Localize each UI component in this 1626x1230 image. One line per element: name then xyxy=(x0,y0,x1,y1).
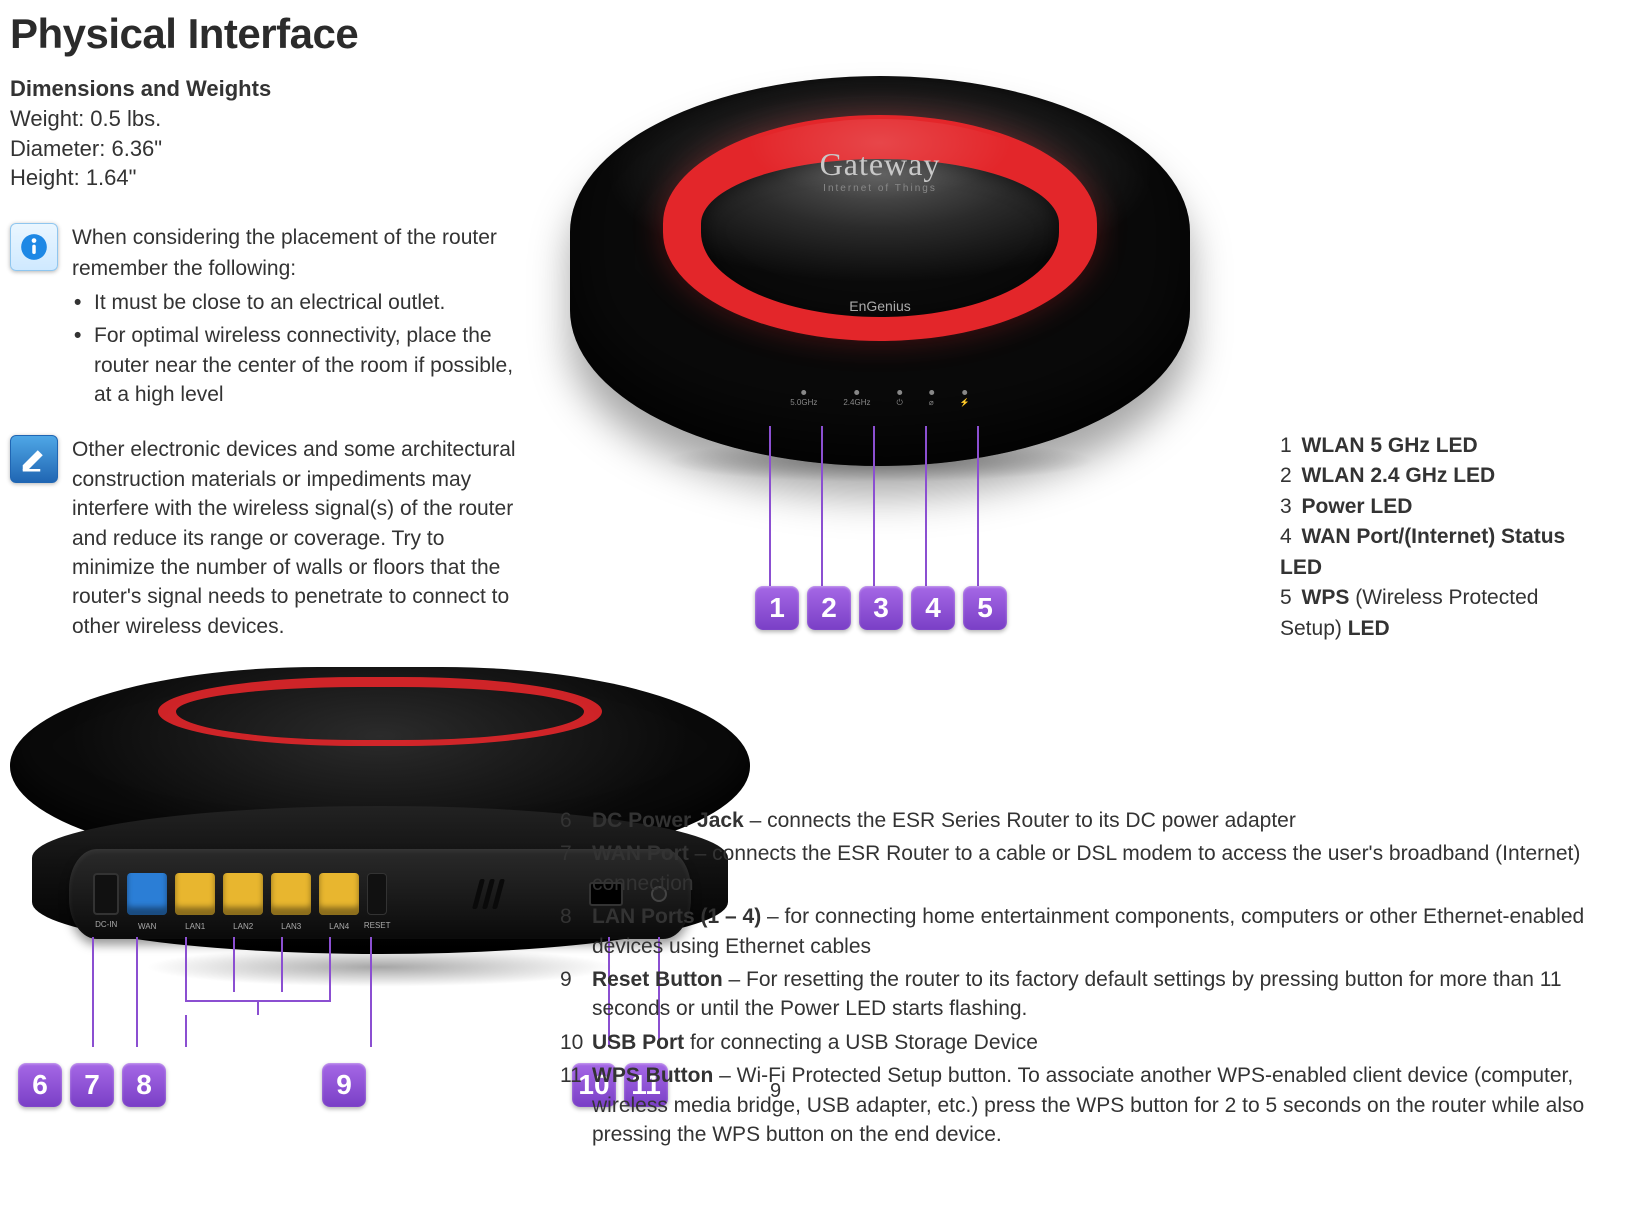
note-text: Other electronic devices and some archit… xyxy=(72,435,520,641)
info-bullet-2: For optimal wireless connectivity, place… xyxy=(94,321,520,409)
vents-icon xyxy=(476,879,501,909)
note-icon xyxy=(10,435,58,483)
device-top-illustration: Gateway Internet of Things EnGenius 5.0G… xyxy=(570,76,1190,506)
lan-port-1: LAN1 xyxy=(175,873,215,915)
dims-weight: Weight: 0.5 lbs. xyxy=(10,104,520,134)
badge-8: 8 xyxy=(122,1063,166,1107)
badge-6: 6 xyxy=(18,1063,62,1107)
lan-port-4: LAN4 xyxy=(319,873,359,915)
lan-port-2: LAN2 xyxy=(223,873,263,915)
dims-heading: Dimensions and Weights xyxy=(10,76,520,102)
badge-7: 7 xyxy=(70,1063,114,1107)
badge-9: 9 xyxy=(322,1063,366,1107)
badge-2: 2 xyxy=(807,586,851,630)
right-column: Gateway Internet of Things EnGenius 5.0G… xyxy=(560,76,1596,1153)
dc-power-jack: DC-IN xyxy=(93,873,119,915)
reset-button-port: RESET xyxy=(367,873,387,915)
dims-height: Height: 1.64" xyxy=(10,163,520,193)
info-line2: remember the following: xyxy=(72,254,520,283)
left-column: Dimensions and Weights Weight: 0.5 lbs. … xyxy=(10,76,520,1153)
badge-3: 3 xyxy=(859,586,903,630)
led-legend: 1 WLAN 5 GHz LED 2 WLAN 2.4 GHz LED 3 Po… xyxy=(1280,431,1580,644)
info-line1: When considering the placement of the ro… xyxy=(72,223,520,252)
dims-diameter: Diameter: 6.36" xyxy=(10,134,520,164)
device-name-label: Gateway Internet of Things xyxy=(570,146,1190,194)
badge-4: 4 xyxy=(911,586,955,630)
info-icon xyxy=(10,223,58,271)
wan-port: WAN xyxy=(127,873,167,915)
top-callouts: 1 2 3 4 5 xyxy=(755,426,1055,626)
device-back-section: DC-IN WAN LAN1 LAN2 LAN3 LAN4 RESET xyxy=(10,667,520,1097)
lan-port-3: LAN3 xyxy=(271,873,311,915)
note-block: Other electronic devices and some archit… xyxy=(10,435,520,641)
info-bullet-1: It must be close to an electrical outlet… xyxy=(94,288,520,317)
badge-1: 1 xyxy=(755,586,799,630)
badge-5: 5 xyxy=(963,586,1007,630)
back-definitions: 6DC Power Jack – connects the ESR Series… xyxy=(560,806,1596,1149)
brand-label: EnGenius xyxy=(570,298,1190,314)
page-title: Physical Interface xyxy=(10,10,1596,58)
info-block: When considering the placement of the ro… xyxy=(10,223,520,409)
